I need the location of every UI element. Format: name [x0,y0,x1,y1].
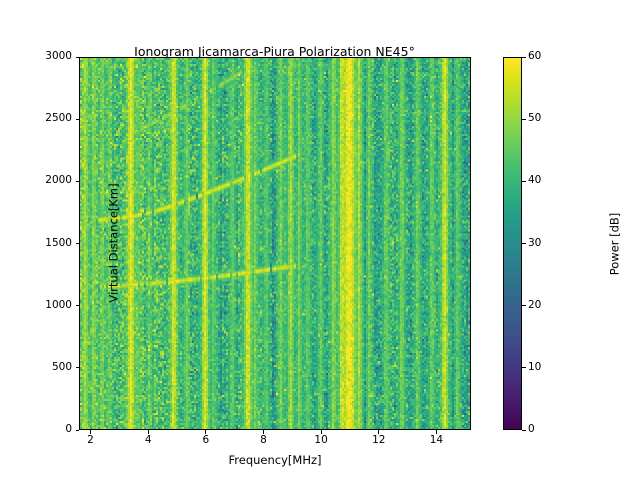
y-tick-label: 1000 [45,298,72,311]
colorbar-tick-mark [522,56,526,58]
y-tick-label: 1500 [45,236,72,249]
colorbar-tick-mark [522,243,526,244]
x-tick-mark [262,430,264,434]
colorbar-tick-label: 0 [528,423,535,435]
x-tick-label: 4 [144,434,152,446]
colorbar-tick-mark [522,367,526,369]
x-tick-mark [147,430,149,434]
colorbar [503,57,522,430]
x-tick-label: 12 [372,434,386,446]
x-tick-label: 8 [260,434,267,446]
x-tick-mark [435,430,437,434]
x-tick-label: 14 [429,434,444,446]
colorbar-tick-mark [522,305,526,307]
colorbar-tick-mark [522,180,526,182]
y-tick-label: 2500 [45,112,72,125]
colorbar-label: Power [dB] [607,212,622,276]
x-tick-label: 10 [314,434,328,446]
x-tick-mark [320,430,322,434]
colorbar-tick-label: 60 [528,50,542,62]
y-tick-mark [75,118,79,120]
x-tick-mark [90,430,92,434]
y-tick-mark [75,367,79,369]
y-tick-label: 0 [65,423,72,435]
x-axis-label: Frequency[MHz] [228,453,322,467]
title-line-1: Ionogram Jicamarca-Piura Polarization NE… [134,44,415,59]
y-tick-mark [75,305,79,307]
y-tick-label: 2000 [45,174,72,187]
colorbar-tick-label: 50 [528,112,542,125]
x-tick-mark [205,430,207,434]
colorbar-gradient [504,58,521,429]
y-axis-label: Virtual Distance[Km] [106,183,121,303]
x-tick-label: 6 [202,434,210,446]
y-tick-mark [75,429,79,431]
colorbar-tick-mark [522,429,526,431]
y-tick-mark [75,243,79,244]
colorbar-tick-mark [522,118,526,120]
colorbar-tick-label: 20 [528,298,542,311]
ionogram-heatmap [80,58,470,429]
y-tick-mark [75,180,79,182]
colorbar-tick-label: 30 [528,236,542,249]
ionogram-axes [79,57,471,430]
x-tick-label: 2 [87,434,94,446]
y-tick-mark [75,56,79,58]
y-tick-label: 500 [51,360,72,373]
x-tick-mark [378,430,380,434]
colorbar-tick-label: 10 [528,360,542,373]
y-tick-label: 3000 [45,50,72,62]
colorbar-tick-label: 40 [528,174,542,187]
